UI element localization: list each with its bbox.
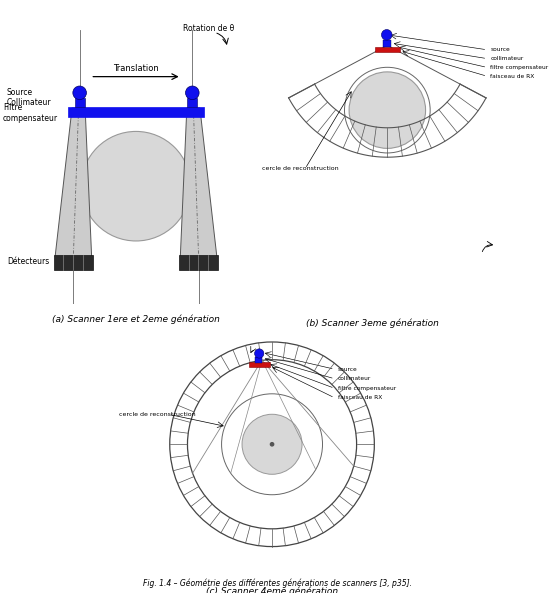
Bar (179, 256, 218, 270)
Circle shape (185, 86, 199, 100)
Text: Collimateur: Collimateur (7, 98, 52, 107)
Text: source: source (337, 366, 357, 372)
Text: cercle de reconstruction: cercle de reconstruction (119, 412, 196, 417)
Text: faisceau de RX: faisceau de RX (337, 396, 382, 400)
Text: Rotation de θ: Rotation de θ (183, 24, 234, 33)
Text: Filtre
compensateur: Filtre compensateur (3, 103, 58, 123)
Circle shape (73, 86, 87, 100)
Circle shape (255, 349, 264, 358)
Text: source: source (490, 47, 510, 52)
Text: faisceau de RX: faisceau de RX (490, 74, 534, 79)
Text: collimateur: collimateur (490, 56, 523, 61)
Text: Fig. 1.4 – Géométrie des différentes générations de scanners [3, p35].: Fig. 1.4 – Géométrie des différentes gén… (143, 579, 412, 588)
Bar (382, 40, 391, 47)
Text: (a) Scanner 1ere et 2eme génération: (a) Scanner 1ere et 2eme génération (52, 314, 220, 324)
Bar (188, 97, 197, 107)
Circle shape (242, 415, 302, 474)
Circle shape (270, 442, 274, 446)
Bar (249, 362, 270, 367)
Text: (c) Scanner 4eme génération: (c) Scanner 4eme génération (206, 586, 338, 593)
Text: Translation: Translation (113, 63, 159, 73)
Bar (375, 47, 400, 52)
Text: cercle de reconstruction: cercle de reconstruction (263, 167, 339, 171)
Circle shape (349, 72, 426, 148)
Text: Détecteurs: Détecteurs (7, 257, 49, 266)
Text: filtre compensateur: filtre compensateur (490, 65, 548, 70)
Polygon shape (180, 108, 217, 257)
Text: Source: Source (7, 88, 33, 97)
Bar (75, 97, 84, 107)
Bar (255, 358, 262, 363)
Circle shape (381, 30, 392, 40)
Bar (54, 256, 93, 270)
Circle shape (81, 132, 191, 241)
Bar (68, 107, 204, 117)
Text: collimateur: collimateur (337, 377, 371, 381)
Text: (b) Scanner 3eme génération: (b) Scanner 3eme génération (306, 319, 439, 329)
Polygon shape (55, 108, 92, 257)
Text: filtre compensateur: filtre compensateur (337, 386, 396, 391)
